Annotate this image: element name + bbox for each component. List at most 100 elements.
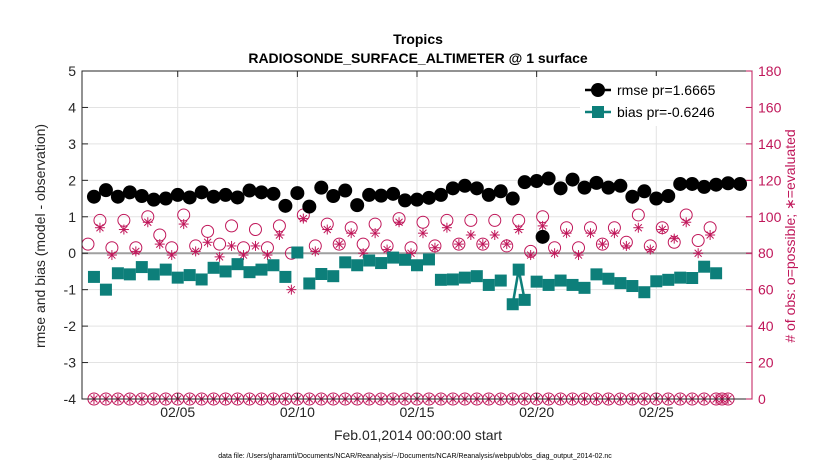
evaluated-obs-point	[537, 220, 548, 231]
evaluated-obs-point	[657, 224, 668, 235]
rmse-point	[110, 189, 125, 204]
rmse-point	[565, 172, 580, 187]
y-right-tick-label: 180	[758, 63, 782, 79]
rmse-point	[553, 181, 568, 196]
evaluated-obs-point	[190, 246, 201, 257]
rmse-point	[433, 187, 448, 202]
evaluated-obs-point	[226, 240, 237, 251]
evaluated-obs-point	[154, 239, 165, 250]
y-tick-label: 4	[68, 99, 76, 115]
rmse-point	[242, 183, 257, 198]
bias-series	[87, 246, 723, 311]
rmse-point	[469, 181, 484, 196]
y-tick-label: -2	[64, 318, 77, 334]
rmse-point	[122, 185, 137, 200]
bias-point	[87, 270, 100, 283]
evaluated-obs-point	[453, 239, 464, 250]
possible-obs-point	[225, 219, 239, 233]
bias-point	[470, 270, 483, 283]
rmse-point	[98, 183, 113, 198]
bias-point	[698, 260, 711, 273]
bias-point	[375, 257, 388, 270]
rmse-point	[218, 187, 233, 202]
evaluated-obs-point	[621, 240, 632, 251]
y-axis-right-label: # of obs: o=possible; ∗=evaluated	[782, 129, 798, 342]
bias-point	[710, 267, 723, 280]
bias-point	[231, 258, 244, 271]
bias-point	[422, 253, 435, 266]
bias-point	[255, 263, 268, 276]
bias-point	[590, 268, 603, 281]
x-tick-label: 02/20	[519, 404, 554, 420]
rmse-point	[290, 186, 305, 201]
possible-obs-point	[488, 213, 502, 227]
evaluated-obs-point	[693, 248, 704, 259]
rmse-point	[445, 181, 460, 196]
possible-obs-point	[248, 223, 262, 237]
bias-point	[512, 263, 525, 276]
y-right-tick-label: 40	[758, 318, 774, 334]
rmse-point	[86, 189, 101, 204]
possible-obs-point	[595, 237, 609, 251]
x-tick-label: 02/15	[399, 404, 434, 420]
rmse-point	[505, 191, 520, 206]
rmse-point	[625, 189, 640, 204]
y-right-tick-label: 80	[758, 245, 774, 261]
y-tick-label: -1	[64, 282, 77, 298]
evaluated-obs-point	[334, 239, 345, 250]
rmse-point	[194, 185, 209, 200]
evaluated-obs-point	[202, 237, 213, 248]
bias-point	[674, 271, 687, 284]
evaluated-obs-point	[262, 250, 273, 261]
rmse-point	[421, 190, 436, 205]
bias-point	[566, 278, 579, 291]
chart-title: Tropics	[393, 31, 443, 47]
legend: rmse pr=1.6665 bias pr=-0.6246	[580, 76, 745, 126]
evaluated-obs-point	[681, 217, 692, 228]
bias-point	[686, 272, 699, 285]
y-tick-label: 0	[68, 245, 76, 261]
rmse-point	[278, 198, 293, 213]
evaluated-obs-point	[94, 222, 105, 233]
evaluated-obs-point	[106, 250, 117, 261]
rmse-point	[535, 229, 550, 244]
rmse-point	[661, 189, 676, 204]
rmse-point	[398, 193, 413, 208]
bias-point	[411, 259, 423, 272]
y-axis-left: -4 -3 -2 -1 0 1 2 3 4 5	[64, 63, 88, 407]
rmse-point	[529, 174, 544, 189]
bias-point	[602, 272, 615, 285]
bias-point	[494, 274, 507, 287]
legend-bias-label: bias pr=-0.6246	[617, 104, 715, 120]
rmse-point	[386, 186, 401, 201]
rmse-point	[182, 190, 197, 205]
bias-point	[638, 286, 651, 299]
bias-point	[387, 251, 400, 264]
evaluated-obs-point	[178, 219, 189, 230]
y-tick-label: 2	[68, 172, 76, 188]
y-tick-label: 5	[68, 63, 76, 79]
bias-point	[279, 270, 292, 283]
x-tick-label: 02/05	[160, 404, 195, 420]
x-axis: 02/05 02/10 02/15 02/20 02/25	[160, 71, 674, 420]
legend-bias-marker	[592, 106, 604, 118]
bias-point	[291, 246, 304, 259]
y-right-tick-label: 140	[758, 136, 782, 152]
bias-point	[123, 268, 136, 281]
evaluated-obs-point	[441, 222, 452, 233]
possible-obs-point	[213, 237, 227, 251]
possible-obs-point	[476, 237, 490, 251]
possible-obs-point	[332, 237, 346, 251]
evaluated-obs-point	[525, 250, 536, 261]
rmse-point	[338, 183, 353, 198]
evaluated-obs-point	[118, 224, 129, 235]
possible-obs-point	[464, 213, 478, 227]
bias-point	[339, 256, 352, 269]
rmse-point	[326, 189, 341, 204]
bias-point	[147, 268, 160, 281]
x-axis-label: Feb.01,2014 00:00:00 start	[334, 427, 502, 443]
bias-point	[171, 271, 184, 284]
bias-point	[578, 281, 591, 294]
evaluated-obs-point	[394, 217, 405, 228]
